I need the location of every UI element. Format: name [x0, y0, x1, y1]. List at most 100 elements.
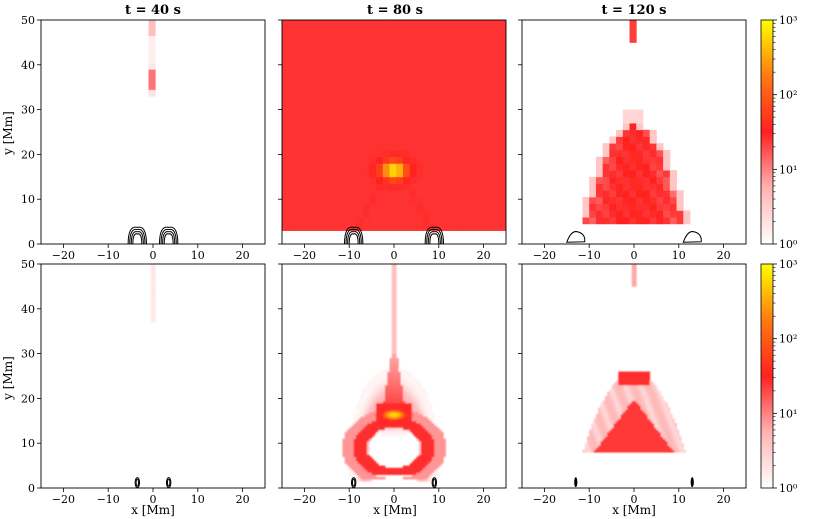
heatmap-cell	[402, 378, 406, 381]
heatmap-cell	[663, 190, 671, 198]
heatmap-cell	[369, 109, 377, 117]
heatmap-cell	[669, 203, 677, 211]
heatmap-cell	[483, 123, 491, 131]
heatmap-cell	[672, 436, 675, 440]
heatmap-cell	[602, 196, 610, 205]
heatmap-cell	[369, 89, 377, 97]
heatmap-cell	[611, 447, 615, 451]
heatmap-cell	[396, 416, 399, 419]
heatmap-cell	[382, 432, 386, 435]
heatmap-cell	[616, 170, 624, 178]
heatmap-cell	[429, 22, 437, 30]
heatmap-cell	[651, 425, 655, 428]
heatmap-cell	[353, 458, 357, 462]
heatmap-cell	[322, 196, 330, 205]
heatmap-cell	[153, 308, 156, 312]
heatmap-cell	[302, 20, 310, 23]
heatmap-cell	[423, 432, 426, 435]
heatmap-cell	[434, 445, 437, 449]
heatmap-cell	[443, 454, 446, 458]
heatmap-cell	[364, 452, 368, 455]
heatmap-cell	[382, 123, 390, 131]
heatmap-cell	[360, 418, 364, 422]
heatmap-cell	[438, 436, 442, 440]
heatmap-cell	[282, 123, 290, 131]
heatmap-cell	[360, 396, 364, 399]
heatmap-cell	[394, 364, 397, 368]
heatmap-cell	[441, 438, 444, 442]
heatmap-cell	[490, 183, 498, 191]
heatmap-cell	[595, 436, 599, 440]
heatmap-cell	[385, 411, 388, 415]
heatmap-cell	[423, 143, 431, 151]
heatmap-cell	[369, 476, 372, 480]
heatmap-cell	[382, 382, 386, 386]
heatmap-cell	[600, 407, 604, 410]
heatmap-cell	[640, 427, 644, 431]
heatmap-cell	[391, 279, 395, 283]
heatmap-cell	[622, 156, 630, 164]
heatmap-cell	[669, 416, 673, 419]
heatmap-cell	[389, 163, 397, 171]
heatmap-cell	[616, 380, 619, 384]
heatmap-cell	[647, 391, 651, 395]
heatmap-cell	[618, 411, 621, 415]
heatmap-cell	[369, 223, 377, 231]
heatmap-cell	[640, 393, 644, 397]
heatmap-cell	[362, 418, 366, 422]
heatmap-cell	[362, 391, 366, 395]
heatmap-cell	[153, 277, 156, 281]
heatmap-cell	[322, 176, 330, 184]
heatmap-cell	[434, 440, 437, 444]
heatmap-cell	[295, 217, 303, 225]
heatmap-cell	[288, 22, 296, 30]
heatmap-cell	[416, 423, 420, 426]
heatmap-cell	[613, 407, 617, 410]
heatmap-cell	[645, 378, 648, 381]
heatmap-cell	[423, 467, 426, 471]
heatmap-cell	[355, 454, 359, 458]
heatmap-cell	[396, 432, 399, 435]
heatmap-cell	[638, 405, 642, 408]
heatmap-cell	[611, 387, 615, 390]
heatmap-cell	[367, 449, 370, 453]
heatmap-cell	[631, 423, 635, 426]
heatmap-cell	[396, 429, 399, 433]
heatmap-cell	[371, 470, 375, 473]
heatmap-cell	[382, 423, 386, 426]
heatmap-cell	[423, 35, 431, 43]
x-tick-label: −10	[97, 493, 120, 506]
heatmap-cell	[456, 102, 464, 110]
heatmap-cell	[364, 429, 368, 433]
heatmap-cell	[490, 22, 498, 30]
heatmap-cell	[627, 445, 630, 449]
heatmap-cell	[295, 109, 303, 117]
heatmap-cell	[389, 373, 393, 377]
heatmap-cell	[423, 429, 426, 433]
heatmap-cell	[355, 414, 359, 417]
heatmap-cell	[405, 476, 408, 480]
heatmap-cell	[611, 400, 615, 404]
heatmap-cell	[360, 440, 364, 444]
heatmap-cell	[622, 447, 626, 451]
heatmap-cell	[349, 35, 357, 43]
heatmap-cell	[322, 210, 330, 218]
heatmap-cell	[396, 373, 399, 377]
heatmap-cell	[420, 425, 424, 428]
heatmap-cell	[658, 429, 662, 433]
heatmap-cell	[589, 443, 592, 446]
heatmap-cell	[497, 196, 505, 205]
heatmap-cell	[362, 389, 366, 393]
heatmap-cell	[400, 376, 404, 379]
heatmap-cell	[418, 398, 422, 402]
heatmap-cell	[378, 373, 381, 377]
heatmap-cell	[389, 429, 393, 433]
heatmap-cell	[490, 55, 498, 63]
heatmap-cell	[669, 176, 677, 184]
heatmap-cell	[362, 396, 366, 399]
heatmap-cell	[416, 210, 424, 218]
heatmap-cell	[416, 190, 424, 198]
heatmap-cell	[660, 402, 664, 406]
heatmap-cell	[402, 470, 406, 473]
heatmap-cell	[391, 328, 395, 332]
